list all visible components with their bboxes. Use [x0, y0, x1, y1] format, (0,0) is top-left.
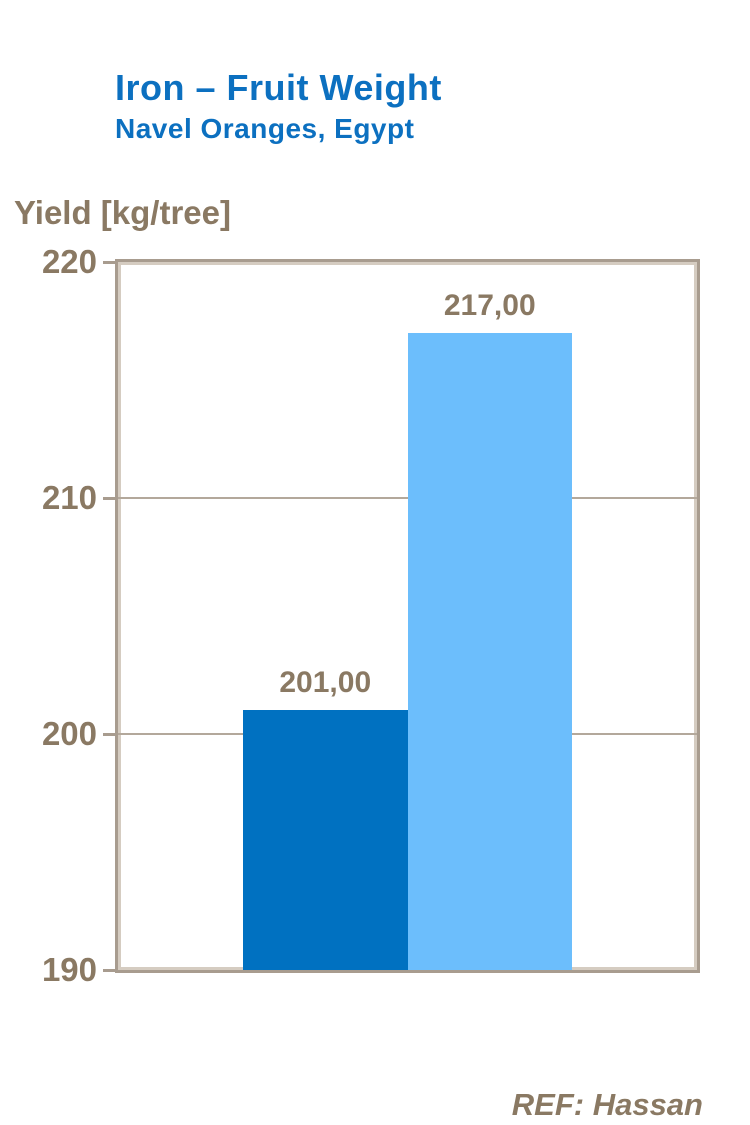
y-tick-label-210: 210: [41, 479, 97, 516]
y-tick-mark-210: [103, 497, 118, 500]
y-tick-label-220: 220: [41, 243, 97, 280]
bar-1: [243, 710, 408, 970]
y-axis-label: Yield [kg/tree]: [14, 194, 231, 231]
plot-area: 201,00 217,00: [115, 259, 700, 973]
bar-value-label-2: 217,00: [443, 288, 536, 322]
y-tick-label-190: 190: [41, 951, 97, 988]
bar-value-label-1: 201,00: [279, 666, 372, 700]
bar-2: [407, 332, 572, 970]
y-tick-mark-220: [103, 261, 118, 264]
reference-text: REF: Hassan: [511, 1087, 703, 1122]
chart-subtitle: Navel Oranges, Egypt: [115, 113, 415, 145]
y-tick-mark-190: [103, 969, 118, 972]
chart-title: Iron – Fruit Weight: [115, 67, 442, 108]
y-tick-label-200: 200: [41, 715, 97, 752]
title-block: Iron – Fruit Weight Navel Oranges, Egypt: [115, 66, 442, 145]
y-tick-mark-200: [103, 733, 118, 736]
